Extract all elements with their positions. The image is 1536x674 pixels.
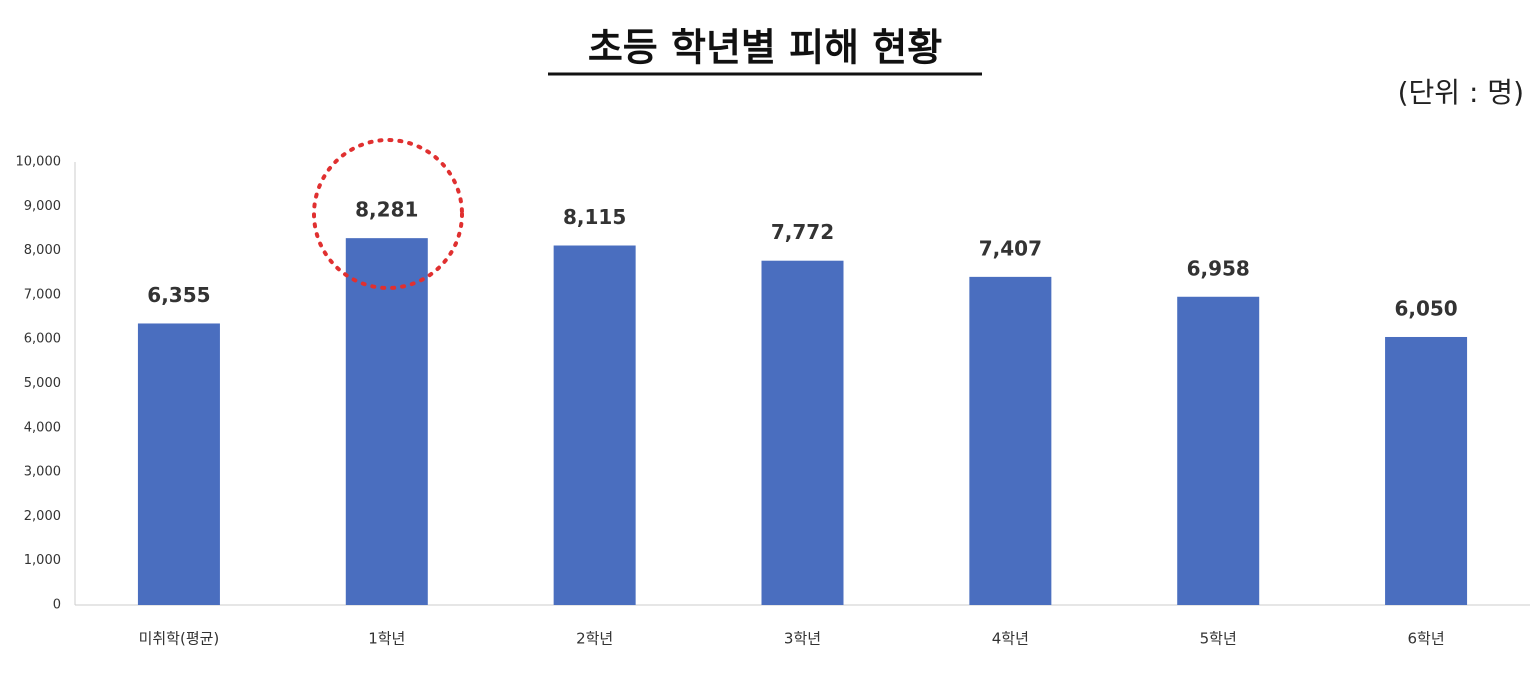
value-label: 8,281	[355, 198, 418, 222]
unit-label: (단위 : 명)	[1398, 76, 1524, 109]
value-label: 6,958	[1187, 256, 1250, 280]
highlight-circle	[312, 138, 464, 290]
y-tick-label: 1,000	[24, 553, 61, 568]
bar	[345, 238, 428, 605]
y-tick-label: 6,000	[24, 332, 61, 347]
value-label: 7,772	[771, 220, 834, 244]
x-tick-label: 6학년	[1407, 630, 1444, 648]
x-tick-label: 미취학(평균)	[139, 630, 220, 648]
bar	[969, 276, 1052, 605]
y-tick-label: 8,000	[24, 243, 61, 258]
value-label: 8,115	[563, 205, 626, 229]
y-tick-label: 0	[53, 598, 61, 613]
value-label: 6,355	[147, 283, 210, 307]
y-tick-label: 2,000	[24, 509, 61, 524]
x-tick-label: 5학년	[1200, 630, 1237, 648]
bar	[761, 260, 844, 605]
bar	[553, 245, 636, 605]
bar	[137, 323, 220, 605]
x-tick-label: 2학년	[576, 630, 613, 648]
x-tick-label: 1학년	[368, 630, 405, 648]
x-tick-label: 4학년	[992, 630, 1029, 648]
y-tick-label: 3,000	[24, 465, 61, 480]
y-tick-label: 9,000	[24, 199, 61, 214]
x-tick-label: 3학년	[784, 630, 821, 648]
y-tick-label: 7,000	[24, 287, 61, 302]
y-tick-label: 10,000	[16, 155, 62, 170]
bar	[1385, 336, 1468, 605]
chart-title: 초등 학년별 피해 현황	[588, 26, 942, 70]
y-tick-label: 4,000	[24, 420, 61, 435]
value-label: 7,407	[979, 236, 1042, 260]
bar	[1177, 296, 1260, 605]
value-label: 6,050	[1394, 296, 1457, 320]
y-tick-label: 5,000	[24, 376, 61, 391]
